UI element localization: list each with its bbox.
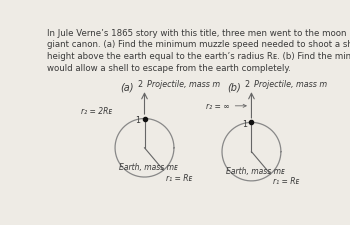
- Text: Earth, mass mᴇ: Earth, mass mᴇ: [226, 166, 285, 175]
- Text: Earth, mass mᴇ: Earth, mass mᴇ: [119, 162, 178, 171]
- Text: Projectile, mass m: Projectile, mass m: [147, 79, 220, 88]
- Text: r₂ = ∞: r₂ = ∞: [206, 102, 246, 111]
- Text: 1: 1: [242, 119, 247, 128]
- Text: (a): (a): [120, 82, 133, 92]
- Text: Projectile, mass m: Projectile, mass m: [254, 79, 327, 88]
- Text: 2: 2: [245, 79, 250, 88]
- Text: (b): (b): [227, 82, 240, 92]
- Text: 1: 1: [135, 115, 140, 124]
- Text: r₁ = Rᴇ: r₁ = Rᴇ: [273, 177, 299, 186]
- Text: In Jule Verne’s 1865 story with this title, three men went to the moon in a shel: In Jule Verne’s 1865 story with this tit…: [47, 29, 350, 73]
- Text: r₁ = Rᴇ: r₁ = Rᴇ: [166, 173, 192, 182]
- Text: 2: 2: [138, 79, 143, 88]
- Text: r₂ = 2Rᴇ: r₂ = 2Rᴇ: [81, 106, 112, 115]
